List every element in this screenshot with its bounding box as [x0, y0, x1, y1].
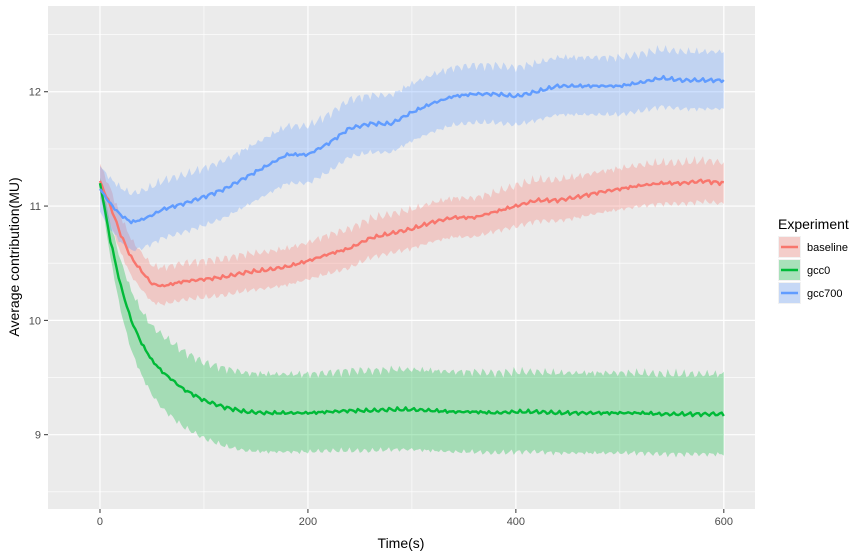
x-axis-title: Time(s)	[378, 535, 425, 551]
line-gcc700	[99, 74, 725, 225]
x-axis-ticks: 0 200 400 600	[97, 509, 733, 528]
x-tick-label: 200	[299, 516, 317, 528]
grid-lines	[48, 6, 755, 509]
x-tick-label: 400	[507, 516, 525, 528]
y-tick-label: 12	[29, 87, 41, 99]
band-gcc0	[100, 177, 724, 458]
legend-label-gcc700: gcc700	[807, 288, 842, 300]
x-tick-label: 0	[97, 516, 103, 528]
band-gcc700	[100, 45, 724, 252]
y-tick-label: 11	[30, 201, 41, 213]
line-baseline	[98, 178, 724, 288]
y-axis-ticks: 9 10 11 12	[29, 87, 48, 442]
legend-label-gcc0: gcc0	[807, 265, 830, 277]
line-gcc0	[98, 182, 725, 418]
x-tick-label: 600	[715, 516, 733, 528]
y-axis-title: Average contribution(MU)	[6, 177, 22, 336]
legend: Experiment baseline gcc0 gcc700	[778, 216, 849, 304]
legend-label-baseline: baseline	[807, 242, 848, 254]
plot-panel	[48, 6, 755, 509]
y-tick-label: 10	[29, 315, 41, 327]
y-tick-label: 9	[35, 430, 41, 442]
series-lines	[98, 74, 725, 418]
legend-title: Experiment	[778, 216, 849, 232]
